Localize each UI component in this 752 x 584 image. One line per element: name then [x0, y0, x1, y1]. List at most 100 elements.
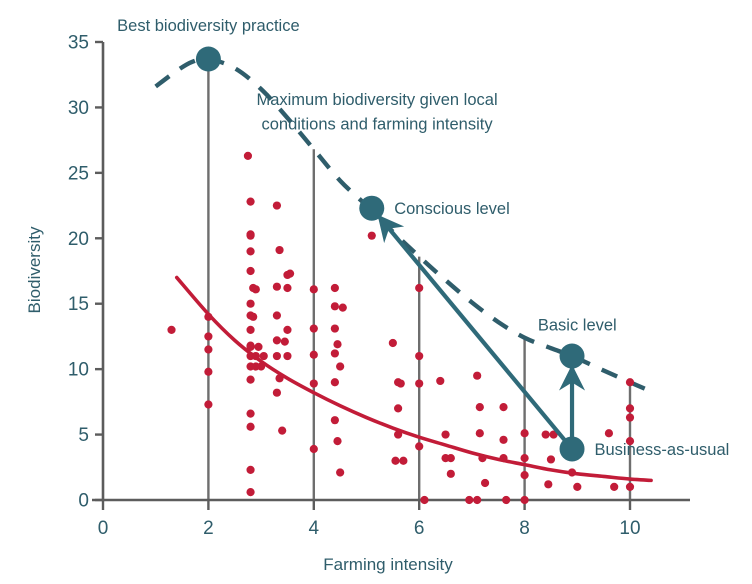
y-axis-tick-label: 20 [68, 229, 89, 250]
scatter-point [246, 247, 255, 256]
scatter-point [394, 404, 403, 413]
scatter-point [415, 283, 424, 293]
y-axis-tick-label: 0 [78, 491, 89, 512]
scatter-point [604, 429, 614, 438]
scatter-point [283, 325, 292, 334]
y-axis-tick-label: 10 [68, 360, 89, 381]
highlight-label: Business-as-usual [594, 441, 729, 459]
scatter-point [249, 312, 258, 321]
highlight-marker[interactable] [559, 436, 585, 462]
y-axis-tick-label: 25 [68, 163, 89, 184]
scatter-point [251, 285, 260, 294]
scatter-point [625, 482, 635, 492]
scatter-point [285, 269, 295, 278]
scatter-point [391, 456, 400, 465]
highlight-label: Basic level [538, 317, 617, 335]
scatter-point [254, 342, 263, 351]
highlight-marker[interactable] [359, 195, 385, 221]
scatter-point [573, 482, 582, 492]
scatter-point [475, 402, 484, 412]
scatter-point [246, 342, 255, 351]
y-axis-tick-label: 5 [78, 425, 89, 446]
scatter-point [246, 465, 255, 474]
highlight-marker[interactable] [195, 46, 221, 72]
envelope-label-line2: conditions and farming intensity [261, 116, 493, 134]
scatter-point [441, 430, 450, 439]
scatter-point [336, 468, 345, 477]
scatter-point [246, 231, 255, 240]
x-axis-tick-label: 2 [203, 518, 214, 539]
scatter-point [465, 495, 474, 505]
scatter-point [246, 299, 255, 308]
scatter-point [275, 245, 284, 255]
scatter-point [309, 379, 318, 388]
scatter-point [330, 416, 339, 425]
scatter-point [549, 430, 558, 439]
scatter-point [272, 201, 282, 210]
scatter-point [272, 282, 282, 291]
scatter-point [473, 495, 482, 505]
scatter-point [446, 469, 455, 478]
scatter-point [246, 375, 255, 384]
scatter-point [246, 197, 255, 206]
x-axis-tick-label: 4 [309, 518, 320, 539]
scatter-point [246, 325, 255, 334]
scatter-point [336, 362, 345, 371]
scatter-point [246, 422, 255, 431]
scatter-point [333, 340, 342, 349]
scatter-point [330, 302, 339, 311]
scatter-point [309, 444, 318, 454]
scatter-point [520, 495, 529, 505]
scatter-point [243, 151, 253, 160]
scatter-point [415, 379, 424, 388]
y-axis-tick-label: 35 [68, 33, 89, 54]
scatter-point [246, 409, 255, 418]
x-axis-title: Farming intensity [323, 555, 453, 574]
scatter-point [473, 371, 482, 380]
scatter-point [330, 283, 339, 293]
scatter-point [625, 378, 635, 387]
scatter-point [367, 231, 376, 240]
x-axis-tick-label: 10 [619, 518, 640, 539]
scatter-point [499, 435, 508, 444]
scatter-point [330, 349, 339, 358]
scatter-point [446, 454, 455, 463]
improvement-arrow-conscious [377, 214, 574, 451]
scatter-point [480, 478, 490, 488]
highlight-label: Conscious level [394, 200, 510, 218]
scatter-point [283, 351, 292, 361]
y-axis-tick-label: 30 [68, 98, 89, 119]
scatter-point [388, 338, 397, 348]
scatter-point [272, 336, 282, 345]
scatter-point [272, 311, 282, 320]
envelope-label-line1: Maximum biodiversity given local [256, 91, 497, 109]
scatter-point [246, 266, 255, 276]
scatter-point [546, 455, 556, 464]
scatter-point [396, 379, 405, 388]
scatter-point [541, 430, 550, 439]
scatter-point [309, 350, 318, 359]
scatter-point [333, 437, 342, 446]
scatter-point [625, 404, 635, 413]
scatter-point [338, 303, 347, 312]
x-axis-tick-label: 0 [98, 518, 109, 539]
scatter-point [499, 402, 508, 412]
scatter-point [475, 429, 484, 438]
trend-line-solid [174, 275, 653, 483]
y-axis-title: Biodiversity [25, 226, 44, 313]
scatter-point [204, 400, 213, 409]
highlight-marker[interactable] [559, 343, 585, 369]
scatter-point [204, 367, 213, 376]
x-axis-tick-label: 6 [414, 518, 425, 539]
scatter-point [272, 351, 282, 361]
scatter-point [544, 480, 553, 489]
x-axis-tick-label: 8 [519, 518, 530, 539]
scatter-point [330, 378, 339, 387]
scatter-point [259, 351, 268, 361]
scatter-point [502, 495, 511, 505]
y-axis-tick-label: 15 [68, 294, 89, 315]
scatter-point [272, 388, 282, 397]
scatter-point [625, 413, 635, 422]
